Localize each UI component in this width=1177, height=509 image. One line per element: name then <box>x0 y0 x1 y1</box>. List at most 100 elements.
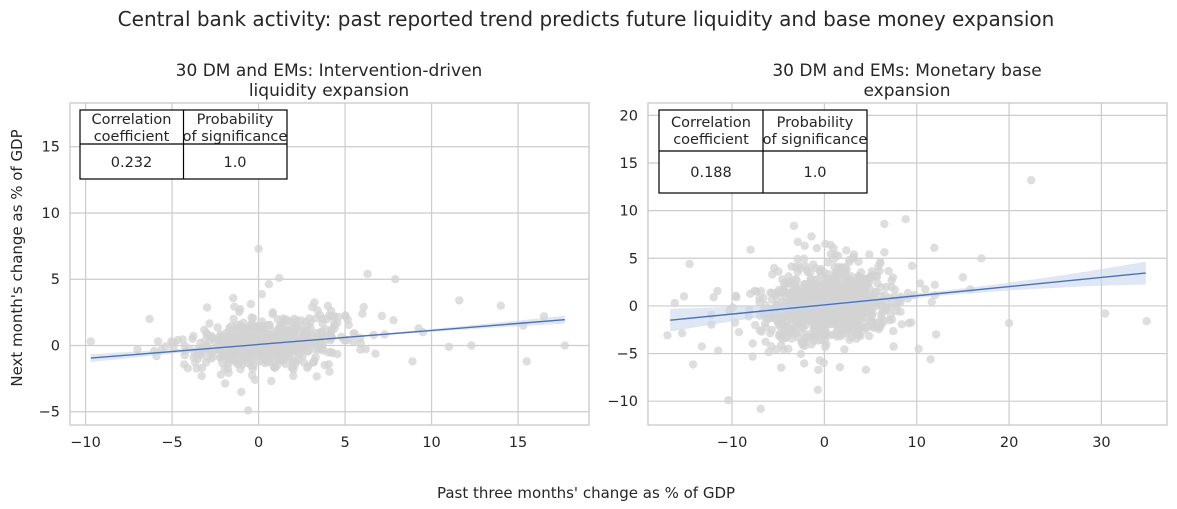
scatter-point <box>870 323 879 332</box>
scatter-point <box>356 345 365 354</box>
scatter-point <box>213 323 222 332</box>
scatter-point <box>799 254 809 263</box>
scatter-point <box>247 319 256 328</box>
scatter-point <box>871 302 880 311</box>
scatter-point <box>774 267 783 276</box>
scatter-point <box>356 339 365 348</box>
scatter-point <box>713 286 722 296</box>
y-tick-label: 15 <box>620 156 638 172</box>
scatter-point <box>789 221 799 231</box>
scatter-point <box>244 406 253 415</box>
x-tick-label: 5 <box>340 435 349 451</box>
scatter-point <box>205 319 214 328</box>
scatter-point <box>846 287 855 297</box>
scatter-point <box>732 293 741 302</box>
scatter-point <box>830 263 839 272</box>
scatter-point <box>145 314 154 324</box>
scatter-point <box>829 255 838 264</box>
scatter-point <box>333 350 342 359</box>
scatter-point <box>734 328 744 337</box>
scatter-point <box>806 274 815 283</box>
scatter-point <box>821 239 830 249</box>
panel-2-x-ticks: −10 0 10 20 30 <box>717 435 1111 451</box>
scatter-point <box>229 314 238 324</box>
scatter-point <box>714 346 723 355</box>
scatter-point <box>842 246 851 255</box>
y-tick-label: 15 <box>42 140 60 156</box>
scatter-point <box>876 259 885 268</box>
scatter-point <box>254 244 263 253</box>
scatter-point <box>755 298 764 307</box>
scatter-point <box>697 342 706 351</box>
y-tick-label: −10 <box>607 394 638 410</box>
scatter-point <box>814 365 823 375</box>
scatter-point <box>408 357 417 366</box>
scatter-point <box>817 270 826 280</box>
scatter-point <box>806 268 815 277</box>
scatter-point <box>897 320 906 329</box>
scatter-point <box>284 316 294 326</box>
scatter-point <box>884 266 893 276</box>
scatter-point <box>813 322 822 331</box>
panel-1-title-line1: 30 DM and EMs: Intervention-driven <box>176 61 483 81</box>
scatter-point <box>391 275 400 284</box>
scatter-point <box>832 275 841 284</box>
scatter-point <box>829 243 838 253</box>
scatter-point <box>264 347 273 356</box>
scatter-point <box>777 363 786 372</box>
scatter-point <box>271 331 280 341</box>
scatter-point <box>236 365 245 374</box>
figure-title: Central bank activity: past reported tre… <box>118 7 1055 31</box>
scatter-point <box>275 273 284 283</box>
scatter-point <box>852 321 862 330</box>
scatter-point <box>679 292 689 301</box>
scatter-point <box>869 290 878 300</box>
scatter-point <box>264 334 274 343</box>
scatter-point <box>930 243 939 252</box>
scatter-point <box>794 293 803 302</box>
y-tick-label: 10 <box>42 206 60 222</box>
panel-2-y-ticks: −10 −5 0 5 10 15 20 <box>607 108 638 410</box>
x-tick-label: 15 <box>509 435 527 451</box>
scatter-point <box>496 301 505 310</box>
scatter-point <box>907 261 917 271</box>
scatter-point <box>835 363 845 372</box>
scatter-point <box>901 215 910 224</box>
y-tick-label: −5 <box>39 405 60 421</box>
scatter-point <box>794 320 804 329</box>
y-tick-label: 0 <box>629 299 638 315</box>
scatter-point <box>389 316 398 325</box>
scatter-point <box>921 285 930 294</box>
scatter-point <box>267 376 276 386</box>
scatter-point <box>841 268 850 277</box>
y-tick-label: −5 <box>617 347 638 363</box>
scatter-point <box>252 350 262 359</box>
scatter-point <box>793 333 803 342</box>
scatter-point <box>229 293 238 303</box>
scatter-point <box>358 309 367 318</box>
scatter-point <box>809 260 818 269</box>
x-tick-label: 10 <box>908 435 926 451</box>
scatter-point <box>861 365 871 374</box>
scatter-point <box>746 289 755 298</box>
scatter-point <box>455 296 464 305</box>
scatter-point <box>931 330 941 339</box>
scatter-point <box>1004 318 1014 328</box>
scatter-point <box>189 353 198 362</box>
panel-2-table-header-probability: Probability of significance <box>763 115 868 148</box>
scatter-point <box>751 320 760 330</box>
scatter-point <box>343 315 352 324</box>
panel-1-regression-line <box>90 318 565 359</box>
scatter-point <box>852 329 861 338</box>
scatter-point <box>303 321 312 331</box>
y-tick-label: 5 <box>629 251 638 267</box>
scatter-point <box>318 340 328 350</box>
scatter-point <box>873 279 882 288</box>
panel-1-y-ticks: −5 0 5 10 15 <box>39 140 60 421</box>
scatter-point <box>803 288 812 297</box>
scatter-point <box>865 284 875 294</box>
scatter-point <box>349 337 358 346</box>
scatter-point <box>218 358 227 368</box>
scatter-point <box>800 241 809 250</box>
scatter-point <box>819 358 828 368</box>
